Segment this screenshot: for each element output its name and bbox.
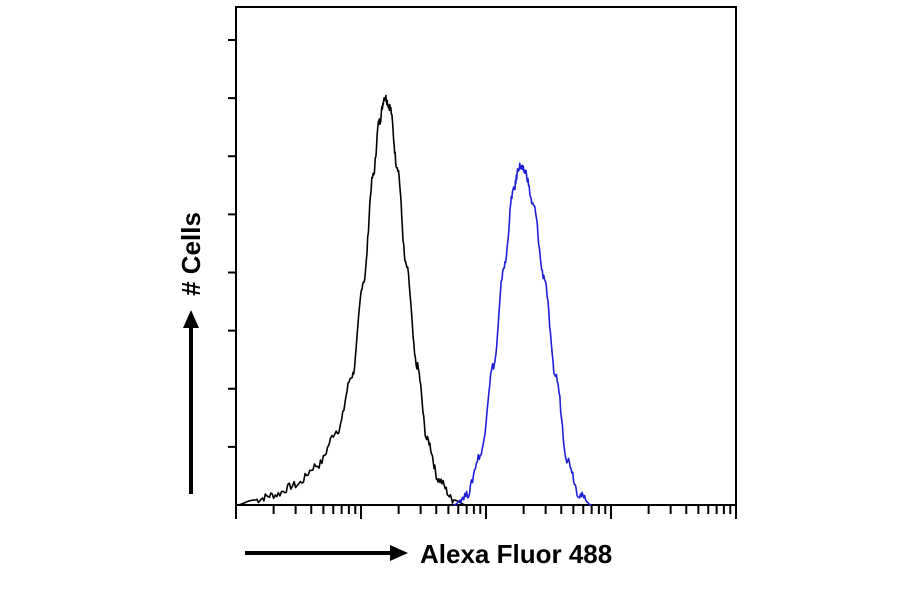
x-axis-ticks [235,505,737,519]
x-axis-label: Alexa Fluor 488 [420,539,612,569]
control-histogram-curve [235,94,467,506]
x-axis-arrow [245,545,408,561]
y-axis-arrow [183,310,199,494]
y-axis-label: # Cells [176,212,206,296]
stained-histogram-curve [453,162,592,506]
curves [235,94,592,506]
y-axis-ticks [228,39,236,448]
